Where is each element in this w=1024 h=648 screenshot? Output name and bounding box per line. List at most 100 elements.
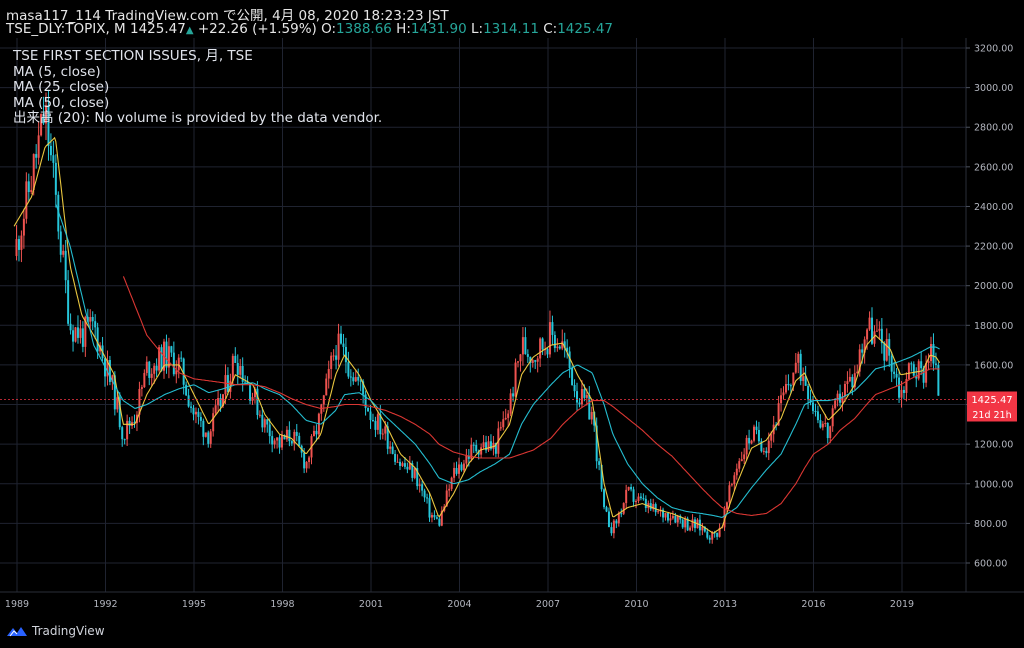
legend-ma50[interactable]: MA (50, close) [13,94,110,111]
candle-body [856,371,859,374]
legend-ma5[interactable]: MA (5, close) [13,63,101,80]
candle-body [603,489,606,508]
candle-body [504,417,507,420]
candle-body [868,317,871,330]
candle-body [694,519,697,529]
candle-body [524,337,527,355]
candle-body [615,520,618,524]
candle-body [91,317,94,322]
candle-body [730,484,733,486]
low-value: 1314.11 [483,21,539,37]
candle-body [89,317,92,322]
ma25-line [55,203,940,518]
symbol-name[interactable]: TSE_DLY:TOPIX, M [6,21,126,37]
ma5-line [13,136,941,534]
candle-body [826,423,829,439]
publish-info: masa117_114 TradingView.com で公開, 4月 08, … [6,8,449,24]
candle-body [344,346,347,363]
candle-body [42,114,45,124]
candle-body [389,446,392,449]
tradingview-logo[interactable]: TradingView [6,624,105,638]
candle-body [133,422,136,424]
candle-body [885,339,888,361]
candle-body [922,368,925,383]
candle-body [821,423,824,428]
candle-body [212,413,215,432]
candle-body [298,435,301,446]
legend-title[interactable]: TSE FIRST SECTION ISSUES, 月, TSE [13,48,253,64]
candle-body [485,442,488,451]
candle-body [362,381,365,395]
candle-body [553,334,556,349]
candle-body [716,532,719,537]
candle-body [416,468,419,487]
candle-body [160,347,163,371]
candle-body [116,397,119,410]
candle-body [214,405,217,414]
candle-body [595,425,598,462]
candle-body [873,331,876,344]
x-tick-label: 2019 [890,599,914,610]
candle-body [347,362,350,377]
candle-body [829,426,832,439]
candle-body [654,504,657,513]
candle-body [895,373,898,378]
y-tick-label: 2600.00 [974,162,1013,173]
candle-body [253,388,256,398]
candle-body [35,154,38,158]
candle-body [681,519,684,528]
candle-body [15,239,18,256]
candle-body [930,344,933,362]
candle-body [937,364,940,396]
candle-body [295,431,298,436]
candle-body [858,349,861,372]
close-value: 1425.47 [557,21,614,37]
candle-body [467,455,470,459]
candle-body [364,394,367,408]
candle-body [871,317,874,344]
candle-body [381,433,384,435]
candle-body [111,375,114,382]
legend-ma25[interactable]: MA (25, close) [13,79,110,95]
candle-body [639,496,642,499]
countdown-box [967,407,1017,422]
candle-body [576,391,579,403]
countdown-label: 21d 21h [972,410,1011,421]
x-tick-label: 2004 [447,599,471,610]
candle-body [94,321,97,328]
candle-body [406,466,409,470]
candle-body [593,412,596,426]
candle-body [910,363,913,365]
candle-body [642,498,645,500]
candle-body [807,385,810,400]
candle-body [278,437,281,448]
candle-body [568,351,571,369]
candle-body [561,341,564,349]
candle-body [509,393,512,414]
candle-body [332,355,335,357]
ma50-line [122,276,940,517]
candle-body [204,432,207,437]
candle-body [753,426,756,441]
price-axis[interactable]: 600.00800.001000.001200.001400.001600.00… [966,44,1013,570]
candle-body [219,397,222,407]
candle-body [558,346,561,349]
candle-body [52,155,55,163]
candle-body [30,189,33,193]
candle-body [666,513,669,521]
candle-body [745,437,748,455]
candle-body [342,343,345,347]
candle-body [128,420,131,426]
candle-body [588,395,591,420]
legend-volume[interactable]: 出来高 (20): No volume is provided by the d… [13,110,383,126]
candle-body [718,527,721,537]
candle-body [755,426,758,430]
candle-body [57,194,60,232]
candle-body [401,463,404,466]
candle-body [167,346,170,368]
candle-body [932,344,935,364]
candle-body [649,503,652,510]
time-axis[interactable]: 1989 1992 1995 1998 2001 2004 2007 2010 2013 2016… [5,599,914,610]
candle-body [900,389,903,398]
